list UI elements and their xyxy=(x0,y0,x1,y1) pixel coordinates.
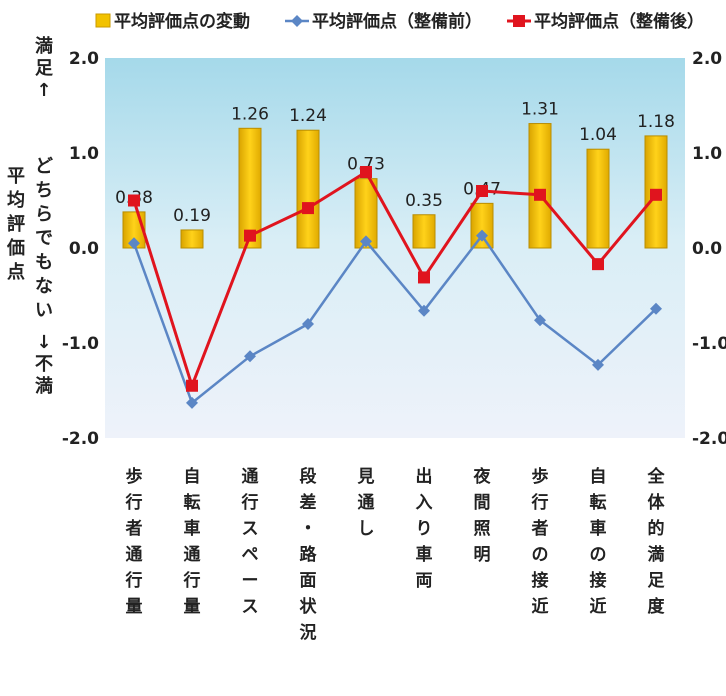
bar xyxy=(238,127,262,249)
x-tick-label: 夜間照明 xyxy=(473,466,492,565)
data-point xyxy=(650,302,662,315)
x-tick-label: 自転車の接近 xyxy=(590,466,607,617)
data-point xyxy=(128,194,140,207)
bar-series xyxy=(122,123,668,249)
y-tick-label-left: -1.0 xyxy=(62,334,99,354)
data-point xyxy=(128,237,140,250)
y-tick-label-right: -2.0 xyxy=(692,429,726,449)
data-point xyxy=(186,396,198,409)
data-point xyxy=(186,379,198,392)
data-point xyxy=(244,229,256,242)
y-axis-right: 2.0 1.0 0.0 -1.0 -2.0 xyxy=(692,49,726,449)
y-axis-label-middle: どちらでもない xyxy=(35,156,53,321)
y-axis-label-bottom: ↓不満 xyxy=(35,332,53,397)
bar xyxy=(528,123,552,249)
x-tick-label: 全体的満足度 xyxy=(647,466,666,617)
data-point xyxy=(418,304,430,317)
data-point xyxy=(476,229,488,242)
series-line xyxy=(132,234,657,405)
data-point xyxy=(360,235,372,248)
x-tick-label: 歩行者の接近 xyxy=(531,466,549,617)
legend-swatch-after-marker xyxy=(513,15,525,27)
legend-label-bar: 平均評価点の変動 xyxy=(114,11,250,32)
bar xyxy=(180,229,204,249)
y-axis-label-top: 満足↑ xyxy=(35,35,53,101)
line-series-before xyxy=(128,229,662,409)
series-line xyxy=(132,170,658,388)
legend: 平均評価点の変動 平均評価点（整備前） 平均評価点（整備後） xyxy=(95,11,704,32)
bar xyxy=(412,214,436,249)
legend-swatch-bar xyxy=(95,13,111,28)
x-tick-label: 段差・路面状況 xyxy=(300,466,318,643)
y-tick-label-left: 2.0 xyxy=(69,49,99,69)
data-point xyxy=(476,185,488,197)
line-series-after xyxy=(128,166,662,392)
data-point xyxy=(650,188,662,201)
bar-data-label: 1.04 xyxy=(579,125,617,145)
x-tick-label: 見通し xyxy=(357,467,375,539)
y-tick-label-right: 1.0 xyxy=(692,144,722,164)
bar-data-label: 1.24 xyxy=(289,106,327,126)
bar xyxy=(354,178,378,249)
y-axis-left: 2.0 1.0 0.0 -1.0 -2.0 xyxy=(62,49,99,449)
data-point xyxy=(360,166,372,178)
bar-data-label: 0.73 xyxy=(347,155,385,175)
y-tick-label-right: 0.0 xyxy=(692,239,722,259)
data-point xyxy=(592,358,604,371)
bar-data-label: 0.35 xyxy=(405,191,443,211)
data-point xyxy=(534,314,546,327)
data-point xyxy=(592,258,604,271)
legend-label-before: 平均評価点（整備前） xyxy=(312,11,482,32)
y-tick-label-right: -1.0 xyxy=(692,334,726,354)
bar-data-label: 1.18 xyxy=(637,112,675,132)
legend-swatch-before-marker xyxy=(291,15,303,27)
data-point xyxy=(418,271,430,284)
x-axis: 歩行者通行量 自転車通行量 通行スペース 段差・路面状況 見通し 出入り車両 夜間照明 歩行者… xyxy=(125,466,666,643)
y-tick-label-left: -2.0 xyxy=(62,429,99,449)
data-point xyxy=(302,318,314,330)
bar-data-label: 1.26 xyxy=(231,104,269,124)
bar-data-label: 0.19 xyxy=(173,206,211,226)
bar xyxy=(470,202,494,249)
x-tick-label: 歩行者通行量 xyxy=(125,466,143,617)
data-point xyxy=(244,350,256,363)
y-tick-label-right: 2.0 xyxy=(692,49,722,69)
bar xyxy=(586,148,610,249)
data-point xyxy=(302,202,314,215)
x-tick-label: 出入り車両 xyxy=(416,466,433,591)
bar xyxy=(296,129,320,249)
y-tick-label-left: 0.0 xyxy=(69,239,99,259)
y-axis-label-side: 平均評価点 xyxy=(6,166,25,283)
bar-data-labels: 0.380.191.261.240.730.350.471.311.041.18 xyxy=(115,100,675,226)
bar-data-label: 1.31 xyxy=(521,100,559,120)
y-tick-label-left: 1.0 xyxy=(69,144,99,164)
data-point xyxy=(534,188,546,201)
legend-label-after: 平均評価点（整備後） xyxy=(534,11,704,32)
x-tick-label: 自転車通行量 xyxy=(183,466,201,617)
y-axis-title-left: 満足↑ どちらでもない ↓不満 平均評価点 xyxy=(6,35,53,397)
x-tick-label: 通行スペース xyxy=(241,467,259,617)
